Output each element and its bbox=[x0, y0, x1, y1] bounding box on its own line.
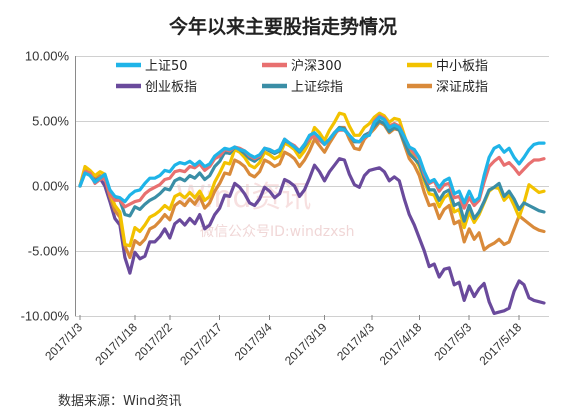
legend-label: 深证成指 bbox=[436, 80, 488, 95]
x-tick-label: 2017/1/18 bbox=[92, 320, 140, 368]
x-tick-label: 2017/4/18 bbox=[377, 320, 425, 368]
y-tick-label: 0.00% bbox=[32, 179, 69, 194]
series-lines bbox=[78, 111, 546, 315]
y-tick-label: -5.00% bbox=[28, 244, 70, 259]
x-tick-label: 2017/3/19 bbox=[282, 320, 330, 368]
legend-label: 沪深300 bbox=[291, 58, 342, 74]
x-tick-label: 2017/2/17 bbox=[177, 320, 225, 368]
y-axis: 10.00% 5.00% 0.00% -5.00% -10.00% bbox=[21, 49, 76, 324]
y-tick-label: -10.00% bbox=[21, 309, 70, 324]
legend-label: 中小板指 bbox=[436, 59, 488, 74]
series-line-1 bbox=[78, 114, 546, 210]
watermark-sub: 微信公众号ID:windzxsh bbox=[200, 224, 355, 240]
x-tick-label: 2017/1/3 bbox=[42, 320, 85, 363]
x-tick-label: 2017/5/3 bbox=[431, 320, 474, 363]
y-tick-label: 10.00% bbox=[25, 49, 70, 64]
series-line-5 bbox=[78, 120, 546, 260]
series-line-0 bbox=[78, 115, 546, 205]
x-tick-label: 2017/3/4 bbox=[232, 320, 275, 363]
y-tick-label: 5.00% bbox=[32, 114, 69, 129]
x-tick-label: 2017/5/18 bbox=[477, 320, 525, 368]
legend-label: 上证综指 bbox=[291, 80, 343, 95]
watermark: Wind资讯 微信公众号ID:windzxsh bbox=[176, 180, 355, 240]
x-tick-label: 2017/4/3 bbox=[334, 320, 377, 363]
gridlines bbox=[75, 56, 549, 317]
source-note: 数据来源：Wind资讯 bbox=[58, 394, 182, 409]
x-tick-label: 2017/2/2 bbox=[132, 320, 175, 363]
series-line-3 bbox=[78, 157, 546, 315]
legend-label: 创业板指 bbox=[145, 80, 197, 95]
legend-label: 上证50 bbox=[145, 59, 188, 74]
chart-title: 今年以来主要股指走势情况 bbox=[168, 15, 397, 38]
